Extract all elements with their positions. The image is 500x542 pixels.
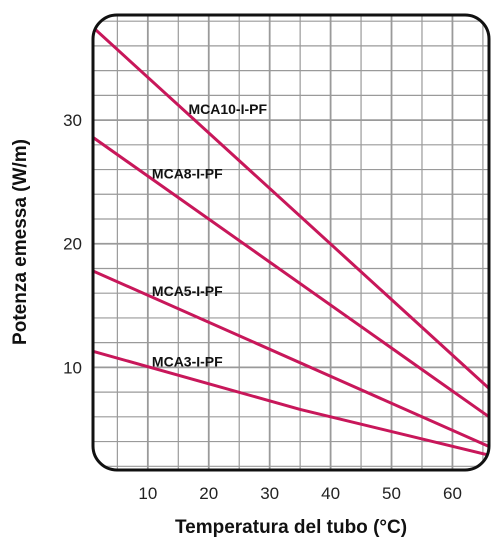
series-label-mca5-i-pf: MCA5-I-PF <box>152 283 223 299</box>
x-tick-label: 40 <box>321 484 340 503</box>
y-tick-label: 20 <box>63 235 82 254</box>
series-label-mca10-i-pf: MCA10-I-PF <box>188 101 267 117</box>
series-line-mca3-i-pf <box>93 349 489 457</box>
series-lines <box>93 25 489 457</box>
series-line-mca5-i-pf <box>93 269 489 449</box>
y-tick-label: 10 <box>63 358 82 377</box>
y-tick-label: 30 <box>63 111 82 130</box>
x-tick-label: 50 <box>382 484 401 503</box>
series-labels: MCA10-I-PF MCA8-I-PF MCA5-I-PF MCA3-I-PF <box>152 101 268 369</box>
x-tick-label: 20 <box>199 484 218 503</box>
series-label-mca3-i-pf: MCA3-I-PF <box>152 353 223 369</box>
plot-frame <box>91 13 491 472</box>
x-axis-title: Temperatura del tubo (°C) <box>175 517 407 538</box>
y-tick-labels: 10 20 30 <box>63 111 82 377</box>
series-label-mca8-i-pf: MCA8-I-PF <box>152 165 223 181</box>
x-tick-label: 30 <box>260 484 279 503</box>
x-tick-label: 60 <box>443 484 462 503</box>
series-line-mca10-i-pf <box>93 25 489 390</box>
series-line-mca8-i-pf <box>93 135 489 419</box>
x-tick-labels: 10 20 30 40 50 60 <box>138 484 462 503</box>
x-tick-label: 10 <box>138 484 157 503</box>
y-axis-title: Potenza emessa (W/m) <box>10 139 31 345</box>
grid <box>93 15 489 470</box>
